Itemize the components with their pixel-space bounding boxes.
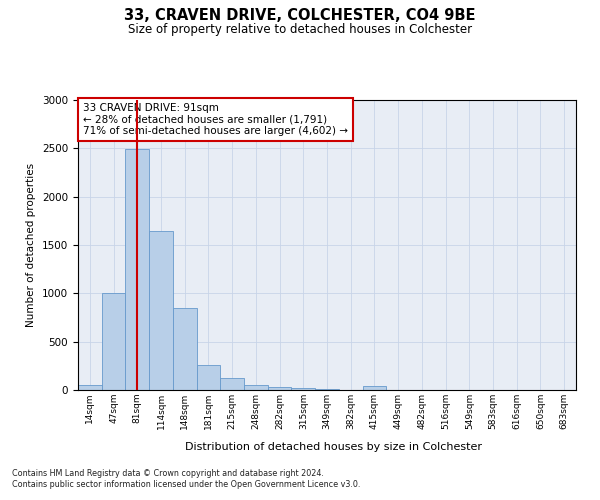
Bar <box>315 389 339 390</box>
Y-axis label: Number of detached properties: Number of detached properties <box>26 163 37 327</box>
Text: 33 CRAVEN DRIVE: 91sqm
← 28% of detached houses are smaller (1,791)
71% of semi-: 33 CRAVEN DRIVE: 91sqm ← 28% of detached… <box>83 103 348 136</box>
Bar <box>78 385 102 390</box>
Bar <box>244 384 268 390</box>
Text: Contains HM Land Registry data © Crown copyright and database right 2024.: Contains HM Land Registry data © Crown c… <box>12 468 324 477</box>
Bar <box>173 308 197 390</box>
Text: Size of property relative to detached houses in Colchester: Size of property relative to detached ho… <box>128 22 472 36</box>
Text: Contains public sector information licensed under the Open Government Licence v3: Contains public sector information licen… <box>12 480 361 489</box>
Text: Distribution of detached houses by size in Colchester: Distribution of detached houses by size … <box>185 442 482 452</box>
Bar <box>102 294 125 390</box>
Bar <box>268 387 292 390</box>
Bar <box>220 378 244 390</box>
Bar <box>125 150 149 390</box>
Bar <box>292 388 315 390</box>
Bar <box>362 386 386 390</box>
Text: 33, CRAVEN DRIVE, COLCHESTER, CO4 9BE: 33, CRAVEN DRIVE, COLCHESTER, CO4 9BE <box>124 8 476 22</box>
Bar <box>197 365 220 390</box>
Bar <box>149 230 173 390</box>
